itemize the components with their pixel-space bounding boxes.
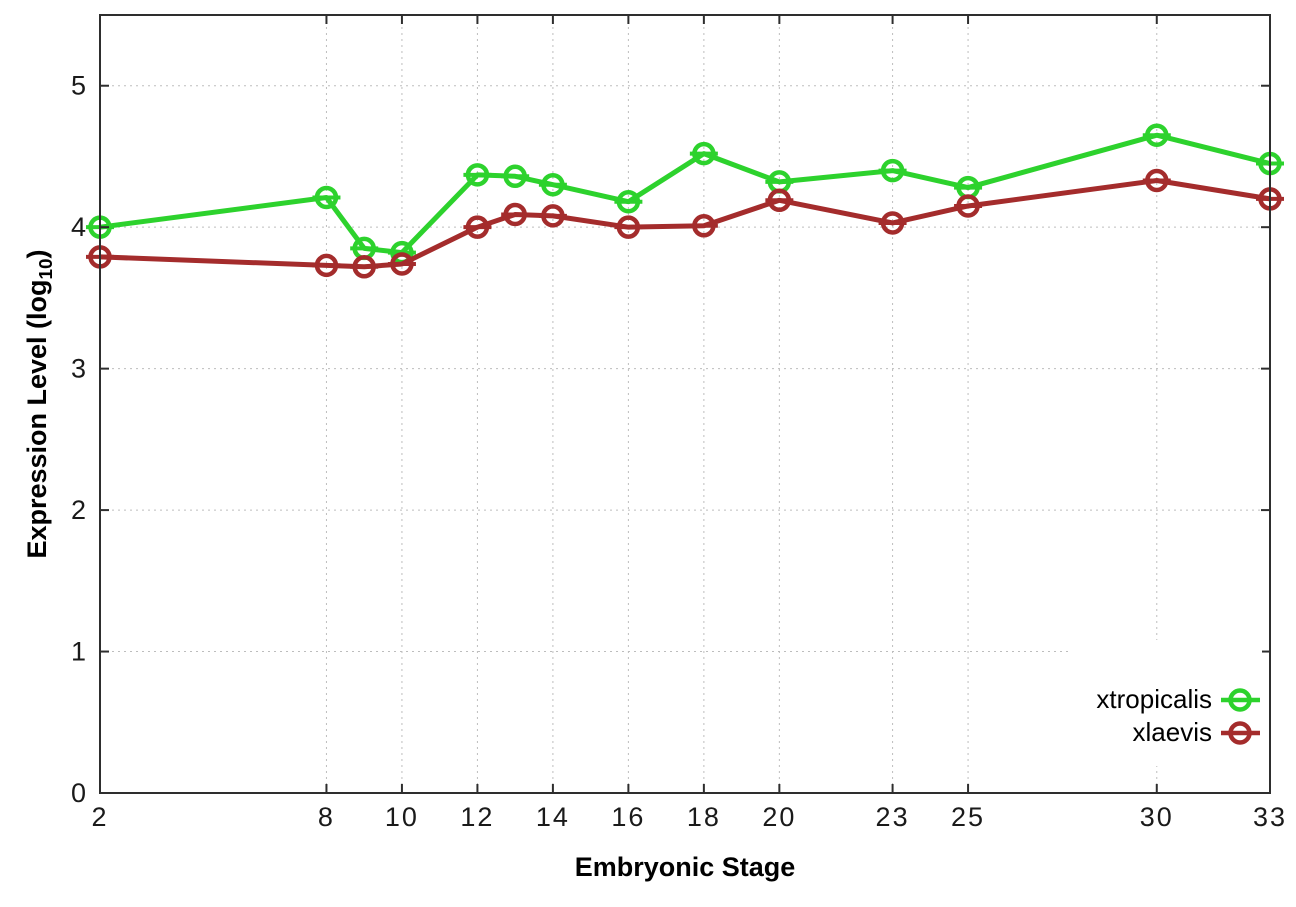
x-tick-label: 30: [1140, 802, 1174, 832]
series-line-xlaevis: [99, 178, 1271, 270]
y-axis-title-text: Expression Level (log: [21, 279, 52, 559]
data-point-xtropicalis: [541, 172, 565, 197]
series-xtropicalis: [86, 123, 1284, 265]
legend-item-xlaevis: xlaevis: [1133, 717, 1260, 747]
x-tick-label: 2: [91, 802, 108, 832]
y-tick-label: 5: [71, 71, 86, 101]
x-tick-label: 33: [1253, 802, 1287, 832]
y-axis-title-close: ): [21, 249, 52, 259]
x-tick-label: 8: [318, 802, 335, 832]
x-tick-label: 23: [876, 802, 910, 832]
series-xlaevis: [86, 168, 1284, 279]
legend-sample-marker-xtropicalis: [1228, 688, 1252, 712]
y-axis-title: Expression Level (log10): [22, 249, 58, 558]
x-tick-label: 10: [385, 802, 419, 832]
plot-border: [99, 14, 1271, 794]
x-tick-label: 20: [762, 802, 796, 832]
x-tick-label: 25: [951, 802, 985, 832]
data-point-xlaevis: [314, 253, 339, 278]
y-tick-label: 2: [71, 495, 86, 525]
data-point-xlaevis: [352, 255, 376, 279]
legend-item-xtropicalis: xtropicalis: [1096, 684, 1260, 714]
legend-label-xtropicalis: xtropicalis: [1096, 684, 1212, 714]
legend-label-xlaevis: xlaevis: [1133, 717, 1212, 747]
series-line-xtropicalis: [99, 132, 1271, 256]
data-point-xtropicalis: [314, 185, 339, 210]
data-point-xtropicalis: [465, 163, 490, 187]
data-point-xlaevis: [503, 202, 527, 227]
data-point-xtropicalis: [503, 164, 527, 189]
data-point-xlaevis: [880, 211, 905, 235]
x-axis-title: Embryonic Stage: [574, 852, 796, 882]
x-tick-label: 16: [611, 802, 645, 832]
y-tick-label: 3: [71, 354, 86, 384]
data-point-xlaevis: [956, 194, 980, 218]
legend-sample-marker-xlaevis: [1228, 721, 1252, 745]
data-point-xlaevis: [1145, 168, 1169, 193]
x-tick-label: 18: [687, 802, 721, 832]
y-tick-label: 1: [71, 637, 86, 667]
data-point-xlaevis: [465, 215, 490, 239]
data-point-xtropicalis: [692, 141, 716, 166]
y-tick-label: 0: [71, 778, 86, 808]
data-point-xlaevis: [541, 204, 565, 228]
data-point-xlaevis: [692, 214, 716, 238]
y-tick-label: 4: [71, 212, 86, 242]
data-point-xlaevis: [390, 252, 414, 276]
data-point-xtropicalis: [880, 158, 905, 183]
y-axis-title-subscript: 10: [36, 258, 58, 280]
x-tick-label: 12: [460, 802, 494, 832]
data-point-xlaevis: [767, 188, 792, 213]
data-point-xlaevis: [616, 215, 641, 239]
data-point-xtropicalis: [616, 189, 641, 214]
x-tick-label: 14: [536, 802, 570, 832]
data-point-xtropicalis: [1145, 123, 1169, 147]
